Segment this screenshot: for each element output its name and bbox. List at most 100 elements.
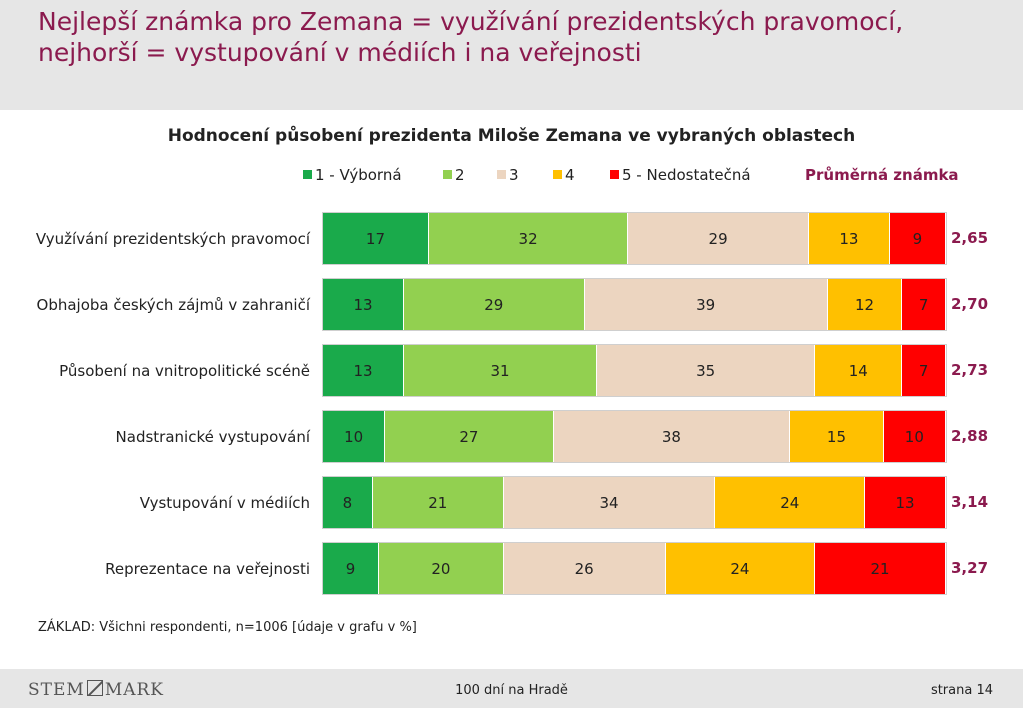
data-label: 39 — [696, 295, 716, 314]
logo-text-left: STEM — [28, 680, 85, 700]
data-label: 13 — [895, 493, 915, 512]
legend-swatch — [553, 170, 562, 179]
data-label: 31 — [490, 361, 510, 380]
data-label: 9 — [912, 229, 923, 248]
legend-item-2: 2 — [443, 166, 465, 184]
bar-segment: 15 — [790, 411, 884, 462]
data-label: 10 — [904, 427, 924, 446]
bar-segment: 7 — [902, 345, 946, 396]
bar-segment: 26 — [503, 543, 666, 594]
logo-square-icon — [86, 680, 103, 696]
category-label: Využívání prezidentských pravomocí — [35, 229, 310, 248]
data-label: 24 — [780, 493, 800, 512]
legend-label: 3 — [509, 166, 519, 184]
data-label: 13 — [839, 229, 859, 248]
bar-segment: 13 — [808, 213, 890, 264]
bar-segment: 29 — [403, 279, 585, 330]
bar-segment: 21 — [815, 543, 946, 594]
legend-swatch — [610, 170, 619, 179]
legend-label: 1 - Výborná — [315, 166, 402, 184]
bar-segment: 8 — [323, 477, 373, 528]
legend-label: 4 — [565, 166, 575, 184]
data-label: 29 — [708, 229, 728, 248]
data-label: 8 — [342, 493, 353, 512]
data-label: 38 — [661, 427, 681, 446]
page-title-line-1: Nejlepší známka pro Zemana = využívání p… — [38, 7, 904, 36]
page-title: Nejlepší známka pro Zemana = využívání p… — [38, 6, 998, 68]
bar-segment: 13 — [323, 279, 404, 330]
bar-row: 13 29 39 12 7 — [322, 278, 947, 331]
data-label: 34 — [599, 493, 619, 512]
average-grade: 2,88 — [951, 426, 989, 445]
bar-segment: 24 — [715, 477, 865, 528]
bar-segment: 34 — [503, 477, 716, 528]
data-label: 12 — [854, 295, 875, 314]
data-label: 24 — [730, 559, 750, 578]
legend-label: 5 - Nedostatečná — [622, 166, 751, 184]
category-label: Nadstranické vystupování — [115, 427, 310, 446]
bar-segment: 17 — [323, 213, 429, 264]
bar-segment: 35 — [597, 345, 816, 396]
data-label: 7 — [918, 295, 929, 314]
category-label: Obhajoba českých zájmů v zahraničí — [36, 295, 310, 314]
header-band: Nejlepší známka pro Zemana = využívání p… — [0, 0, 1023, 110]
data-label: 26 — [574, 559, 594, 578]
data-label: 7 — [918, 361, 929, 380]
data-label: 32 — [518, 229, 538, 248]
legend-swatch — [303, 170, 312, 179]
bar-segment: 20 — [379, 543, 504, 594]
stem-mark-logo: STEM MARK — [28, 680, 164, 700]
bar-segment: 21 — [372, 477, 504, 528]
category-label: Působení na vnitropolitické scéně — [59, 361, 310, 380]
bar-segment: 9 — [323, 543, 380, 594]
average-grade: 2,65 — [951, 228, 989, 247]
data-label: 15 — [826, 427, 847, 446]
bar-row: 9 20 26 24 21 — [322, 542, 947, 595]
bar-segment: 7 — [902, 279, 946, 330]
bar-segment: 13 — [865, 477, 946, 528]
average-grade: 2,73 — [951, 360, 989, 379]
average-grade: 3,14 — [951, 492, 989, 511]
bar-segment: 10 — [883, 411, 946, 462]
legend-swatch — [497, 170, 506, 179]
page-title-line-2: nejhorší = vystupování v médiích i na ve… — [38, 38, 642, 67]
legend-average-label: Průměrná známka — [805, 166, 959, 184]
footer-band: STEM MARK 100 dní na Hradě strana 14 — [0, 669, 1023, 708]
data-label: 27 — [459, 427, 479, 446]
data-label: 29 — [484, 295, 504, 314]
chart-legend: Průměrná známka 1 - Výborná 2 3 4 5 - Nedost… — [0, 166, 1023, 186]
legend-item-1: 1 - Výborná — [303, 166, 402, 184]
bar-row: 13 31 35 14 7 — [322, 344, 947, 397]
chart-title: Hodnocení působení prezidenta Miloše Zem… — [167, 126, 856, 146]
data-label: 13 — [353, 361, 373, 380]
bar-row: 8 21 34 24 13 — [322, 476, 947, 529]
average-grade: 2,70 — [951, 294, 989, 313]
bar-segment: 38 — [553, 411, 791, 462]
category-label: Vystupování v médiích — [139, 493, 310, 512]
bar-row: 10 27 38 15 10 — [322, 410, 947, 463]
legend-label: 2 — [455, 166, 465, 184]
category-label: Reprezentace na veřejnosti — [105, 559, 310, 578]
footer-presentation-title: 100 dní na Hradě — [455, 683, 568, 698]
legend-swatch — [443, 170, 452, 179]
bar-segment: 32 — [428, 213, 629, 264]
legend-item-5: 5 - Nedostatečná — [610, 166, 751, 184]
bar-segment: 12 — [827, 279, 903, 330]
data-label: 17 — [365, 229, 385, 248]
data-label: 35 — [696, 361, 716, 380]
data-label: 9 — [345, 559, 356, 578]
legend-item-3: 3 — [497, 166, 519, 184]
data-label: 14 — [848, 361, 868, 380]
bar-segment: 10 — [323, 411, 386, 462]
bar-segment: 14 — [815, 345, 903, 396]
footer-page-number: strana 14 — [930, 683, 993, 698]
bar-segment: 27 — [385, 411, 554, 462]
bar-segment: 31 — [403, 345, 598, 396]
bar-segment: 13 — [323, 345, 404, 396]
average-grade: 3,27 — [951, 558, 989, 577]
bar-segment: 29 — [628, 213, 809, 264]
legend-item-4: 4 — [553, 166, 575, 184]
logo-text-right: MARK — [104, 680, 164, 700]
bar-segment: 9 — [889, 213, 946, 264]
data-label: 10 — [344, 427, 364, 446]
